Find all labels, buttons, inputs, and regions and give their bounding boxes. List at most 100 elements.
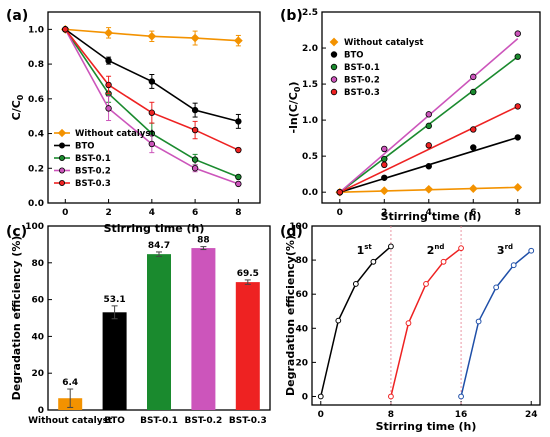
x-tick-label: 16 — [455, 410, 468, 420]
legend-marker — [59, 167, 66, 174]
y-tick-label: 2.0 — [302, 44, 318, 54]
legend-label: BST-0.1 — [75, 154, 111, 164]
panel-d: 0 20 40 60 80 100 0 8 16 24 (d) Stirring time (h) De… — [280, 222, 541, 433]
series-cycle-2nd — [388, 245, 464, 400]
y-axis-label-end: ) — [287, 82, 300, 87]
x-tick-label: 0 — [62, 208, 68, 218]
legend-label: BST-0.1 — [344, 63, 380, 73]
legend-label: BST-0.3 — [344, 88, 380, 98]
x-tick-label: 0 — [337, 208, 343, 218]
data-point — [104, 28, 113, 38]
plot-frame — [321, 11, 541, 204]
data-point — [424, 184, 434, 194]
data-point — [458, 393, 464, 400]
data-point — [493, 284, 500, 291]
legend-item: BST-0.1 — [330, 63, 380, 73]
y-tick-label: 1.0 — [28, 25, 44, 35]
y-axis-label-text: Degradation efficiency (%) — [10, 236, 23, 401]
data-point — [381, 174, 388, 181]
x-tick-label: 8 — [235, 208, 241, 218]
legend-label: BTO — [75, 142, 95, 152]
data-label: 88 — [197, 236, 210, 246]
y-axis-label-text: C/C — [10, 100, 23, 120]
legend-item: BST-0.1 — [54, 154, 111, 164]
legend-label: BTO — [344, 51, 364, 61]
panel-c: 0 20 40 60 80 100(c)Degradation efficiency (%… — [6, 222, 271, 426]
y-tick-label: 1.0 — [302, 116, 318, 126]
cycle-annotation: 3rd — [497, 243, 513, 257]
cycle-annotation: 2nd — [427, 243, 445, 257]
bar — [147, 254, 171, 410]
data-point — [514, 30, 521, 37]
bar-bto: 53.1 BTO — [102, 295, 127, 426]
x-tick-label: BTO — [104, 416, 125, 426]
x-tick-label: 8 — [515, 208, 521, 218]
legend-label: BST-0.2 — [75, 167, 111, 177]
y-tick-label: 100 — [289, 222, 308, 232]
legend-marker — [330, 88, 338, 96]
series-bst-0.3 — [336, 103, 521, 196]
legend-label: BST-0.2 — [344, 76, 380, 86]
x-tick-label: 4 — [149, 208, 155, 218]
data-point — [191, 126, 199, 134]
cycle-number: 1 — [357, 244, 365, 257]
panel-label: (b) — [280, 8, 303, 24]
legend-item: BTO — [330, 51, 364, 61]
y-tick-label: 80 — [31, 259, 44, 269]
y-axis-label-text: -ln(C/C — [287, 92, 300, 133]
plot-frame — [311, 225, 541, 406]
legend-item: BST-0.2 — [54, 167, 111, 177]
x-tick-label: BST-0.3 — [229, 416, 267, 426]
legend-item: Without catalyst — [329, 37, 423, 48]
bar — [235, 282, 260, 410]
legend-item: BST-0.3 — [54, 179, 111, 189]
x-tick-label: 2 — [105, 208, 111, 218]
y-tick-label: 0 — [302, 392, 308, 402]
y-axis-label: -ln(C/C0) — [287, 82, 302, 134]
legend-item: BST-0.3 — [330, 88, 380, 98]
data-point — [148, 109, 156, 116]
data-point — [470, 144, 477, 151]
data-point — [191, 165, 199, 172]
x-tick-label: BST-0.1 — [140, 416, 178, 426]
data-point — [352, 281, 359, 287]
legend-marker — [59, 142, 66, 149]
data-point — [470, 73, 477, 81]
data-point — [475, 318, 482, 325]
series-line — [320, 245, 392, 397]
panel-label: (d) — [280, 224, 303, 240]
data-point — [235, 146, 242, 154]
series-line — [390, 247, 462, 397]
data-point — [468, 184, 478, 193]
fit-line — [339, 105, 519, 193]
data-point — [336, 188, 343, 196]
data-point — [379, 186, 389, 196]
y-tick-label: 20 — [31, 369, 44, 379]
data-point — [105, 57, 112, 64]
data-point — [234, 36, 243, 46]
x-axis-label: Stirring time (h) — [376, 420, 477, 433]
legend-marker — [59, 154, 66, 161]
x-tick-label: 2 — [381, 208, 387, 218]
legend-label: BST-0.3 — [75, 179, 111, 189]
data-point — [470, 126, 477, 133]
cycle-ordinal-suffix: nd — [434, 243, 444, 251]
data-point — [148, 78, 156, 85]
y-tick-label: 0.4 — [28, 130, 44, 140]
data-point — [425, 122, 432, 130]
data-point — [147, 31, 157, 41]
data-point — [190, 33, 200, 43]
data-point — [425, 111, 432, 118]
data-point — [425, 142, 432, 149]
y-tick-label: 80 — [295, 256, 308, 266]
y-tick-label: 40 — [295, 324, 308, 334]
data-point — [458, 245, 464, 252]
data-point — [514, 134, 521, 141]
series-line — [460, 250, 532, 397]
data-point — [405, 320, 412, 327]
data-point — [62, 26, 69, 33]
panel-b: 0.0 0.5 1.0 1.5 2.0 2.5 0 2 4 6 8 (b) Stirring time … — [280, 8, 541, 223]
data-point — [235, 180, 242, 188]
data-point — [514, 53, 521, 60]
